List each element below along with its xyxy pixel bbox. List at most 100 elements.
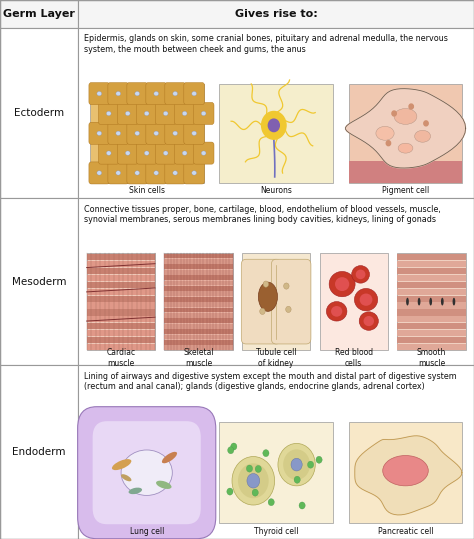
Circle shape (231, 443, 237, 450)
Bar (87, 309, 155, 315)
Bar (219, 422, 333, 523)
Bar (397, 254, 465, 260)
Ellipse shape (364, 316, 374, 326)
Bar (87, 275, 155, 281)
Circle shape (278, 444, 315, 486)
Bar (87, 337, 155, 343)
Ellipse shape (258, 282, 277, 312)
Bar (164, 308, 233, 313)
FancyBboxPatch shape (155, 142, 176, 164)
Bar (78, 365, 474, 539)
Bar (164, 253, 233, 350)
Bar (164, 340, 233, 345)
Circle shape (255, 466, 261, 473)
Ellipse shape (173, 92, 178, 96)
Bar (319, 253, 388, 350)
Bar (242, 253, 310, 350)
Circle shape (299, 502, 305, 509)
Ellipse shape (360, 294, 373, 306)
Text: Epidermis, glands on skin, some cranial bones, pituitary and adrenal medulla, th: Epidermis, glands on skin, some cranial … (84, 34, 448, 54)
FancyBboxPatch shape (241, 259, 281, 344)
Circle shape (283, 283, 289, 289)
Ellipse shape (112, 459, 131, 470)
Ellipse shape (192, 171, 197, 175)
FancyBboxPatch shape (137, 142, 157, 164)
Circle shape (246, 465, 253, 472)
Ellipse shape (144, 151, 149, 155)
Circle shape (294, 476, 301, 483)
Bar (164, 281, 233, 286)
FancyBboxPatch shape (89, 162, 109, 184)
Ellipse shape (128, 488, 142, 494)
Ellipse shape (106, 111, 111, 116)
FancyBboxPatch shape (127, 162, 147, 184)
Bar (87, 302, 155, 308)
Text: Lung cell: Lung cell (129, 527, 164, 536)
FancyBboxPatch shape (108, 122, 128, 144)
Bar (397, 281, 465, 288)
Ellipse shape (164, 111, 168, 116)
FancyBboxPatch shape (108, 162, 128, 184)
Bar (164, 259, 233, 264)
Bar (78, 28, 474, 198)
FancyBboxPatch shape (184, 162, 204, 184)
Bar (397, 268, 465, 274)
Bar (90, 422, 204, 523)
Circle shape (268, 499, 274, 506)
Ellipse shape (441, 298, 444, 306)
Bar (87, 295, 155, 302)
Circle shape (283, 450, 310, 480)
Circle shape (409, 104, 413, 109)
Bar (397, 253, 465, 350)
Bar (164, 292, 233, 296)
FancyBboxPatch shape (89, 82, 109, 105)
Text: Neurons: Neurons (260, 186, 292, 195)
Ellipse shape (106, 151, 111, 155)
Text: Skin cells: Skin cells (129, 186, 164, 195)
Ellipse shape (121, 450, 173, 495)
Ellipse shape (355, 288, 378, 311)
Circle shape (232, 457, 274, 505)
Text: Endoderm: Endoderm (12, 447, 66, 457)
Ellipse shape (154, 131, 159, 135)
Ellipse shape (192, 92, 197, 96)
Ellipse shape (327, 302, 347, 321)
FancyBboxPatch shape (184, 122, 204, 144)
Ellipse shape (173, 171, 178, 175)
Bar (348, 161, 463, 183)
Ellipse shape (376, 126, 394, 140)
Bar (87, 268, 155, 274)
Ellipse shape (156, 481, 172, 489)
Ellipse shape (201, 111, 206, 116)
Bar (90, 84, 204, 183)
Ellipse shape (335, 277, 349, 291)
Ellipse shape (352, 266, 369, 283)
Ellipse shape (116, 92, 120, 96)
Ellipse shape (162, 452, 177, 464)
Ellipse shape (125, 111, 130, 116)
Bar (164, 297, 233, 302)
Text: Mesoderm: Mesoderm (12, 277, 66, 287)
Bar (397, 309, 465, 315)
Ellipse shape (154, 92, 159, 96)
Bar (87, 316, 155, 322)
Circle shape (268, 119, 279, 132)
Text: Cardiac
muscle: Cardiac muscle (106, 348, 136, 368)
Bar (219, 84, 333, 183)
Ellipse shape (415, 130, 430, 142)
Ellipse shape (356, 270, 365, 279)
FancyBboxPatch shape (118, 102, 138, 125)
Circle shape (227, 488, 233, 495)
Bar (348, 84, 463, 183)
FancyBboxPatch shape (99, 142, 119, 164)
Bar (164, 329, 233, 334)
Ellipse shape (383, 455, 428, 486)
Bar (164, 254, 233, 258)
Bar (397, 275, 465, 281)
Text: Lining of airways and digestive system except the mouth and distal part of diges: Lining of airways and digestive system e… (84, 372, 456, 391)
Bar (87, 254, 155, 260)
Ellipse shape (164, 151, 168, 155)
Circle shape (392, 111, 396, 116)
Text: Red blood
cells: Red blood cells (335, 348, 373, 368)
FancyBboxPatch shape (146, 122, 166, 144)
